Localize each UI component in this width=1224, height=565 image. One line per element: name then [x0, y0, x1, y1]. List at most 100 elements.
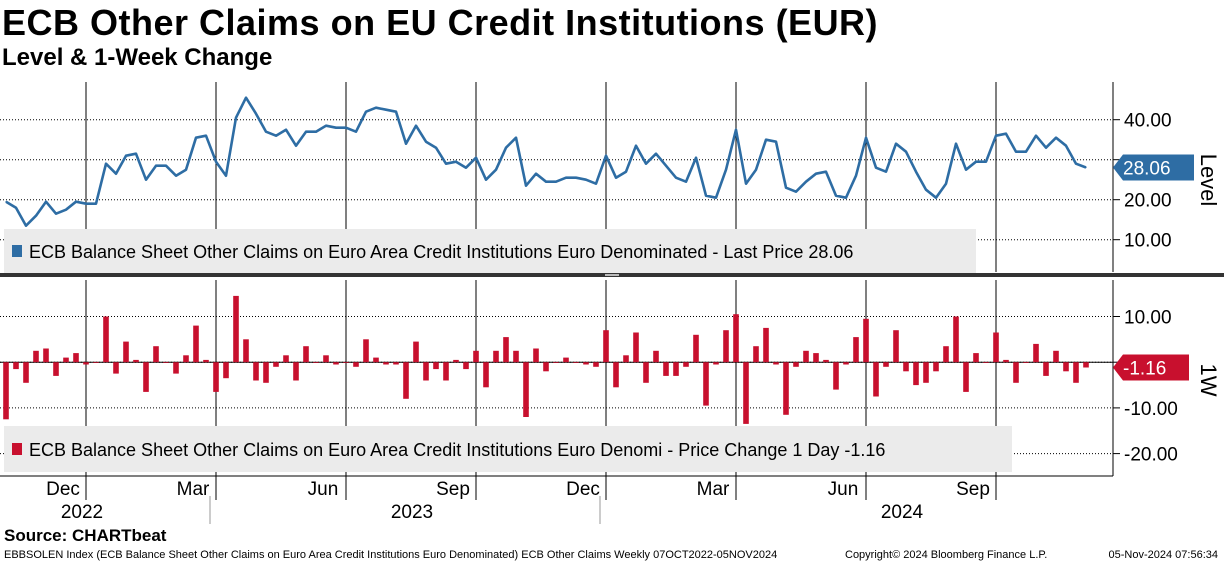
grid-lines	[0, 82, 1113, 476]
change-bar-49	[493, 350, 499, 363]
change-bar-54	[543, 362, 549, 372]
change-bar-56	[563, 357, 569, 363]
level-point-58	[585, 179, 587, 181]
footer-copyright: Copyright© 2024 Bloomberg Finance L.P.	[845, 549, 1048, 561]
level-point-108	[1085, 166, 1087, 169]
level-point-49	[495, 169, 497, 171]
x-month-label-6: Jun	[828, 479, 859, 500]
level-point-103	[1035, 135, 1037, 137]
level-point-52	[525, 185, 527, 187]
change-bar-87	[873, 362, 879, 397]
change-bar-60	[603, 330, 609, 363]
x-year-label-0: 2022	[61, 502, 103, 523]
change-panel: ECB Balance Sheet Other Claims on Euro A…	[3, 295, 1089, 472]
change-bar-64	[643, 362, 649, 383]
level-last-value-badge	[1113, 154, 1194, 181]
level-point-11	[115, 173, 117, 175]
level-point-64	[645, 163, 647, 165]
change-bar-19	[193, 325, 199, 363]
level-point-28	[285, 129, 287, 131]
level-point-91	[915, 171, 917, 173]
level-point-4	[45, 201, 47, 203]
level-point-102	[1025, 151, 1027, 153]
level-point-27	[275, 135, 277, 137]
change-bar-47	[473, 350, 479, 363]
change-bar-0	[3, 362, 9, 420]
level-point-66	[665, 165, 667, 167]
level-point-24	[245, 97, 247, 99]
level-point-21	[215, 161, 217, 163]
source-note: Source: CHARTbeat	[4, 526, 167, 545]
level-point-23	[235, 117, 237, 119]
level-point-40	[405, 143, 407, 145]
change-bar-53	[533, 348, 539, 363]
change-bar-10	[103, 316, 109, 363]
change-bar-37	[373, 357, 379, 363]
change-bar-101	[1013, 362, 1019, 383]
level-point-2	[25, 225, 27, 227]
change-bar-3	[33, 350, 39, 363]
change-bar-51	[513, 350, 519, 363]
change-bar-15	[153, 346, 159, 363]
level-last-value-label: 28.06	[1123, 158, 1171, 179]
level-point-87	[875, 167, 877, 169]
change-bar-107	[1073, 362, 1079, 383]
level-point-45	[455, 161, 457, 163]
level-point-78	[785, 187, 787, 189]
change-bar-7	[73, 353, 79, 363]
level-point-30	[305, 131, 307, 133]
level-point-5	[55, 213, 57, 215]
change-bar-45	[453, 359, 459, 363]
change-bar-23	[233, 295, 239, 363]
level-point-106	[1065, 145, 1067, 147]
level-point-60	[605, 155, 607, 157]
x-month-label-1: Mar	[177, 479, 210, 500]
change-bar-21	[213, 362, 219, 392]
level-point-96	[965, 169, 967, 171]
change-bar-100	[1003, 359, 1009, 363]
change-bar-20	[203, 359, 209, 363]
change-bar-91	[913, 362, 919, 386]
change-bar-36	[363, 339, 369, 363]
level-ytick-label-1: 20.00	[1124, 191, 1172, 212]
level-point-9	[95, 203, 97, 205]
level-point-101	[1015, 151, 1017, 153]
level-point-84	[845, 197, 847, 199]
level-point-37	[375, 107, 377, 109]
change-bar-25	[253, 362, 259, 381]
change-bar-89	[893, 330, 899, 363]
level-point-92	[925, 189, 927, 191]
panel-resize-handle	[605, 274, 619, 276]
x-month-label-5: Mar	[697, 479, 730, 500]
change-bar-62	[623, 355, 629, 363]
chart-title: ECB Other Claims on EU Credit Institutio…	[2, 2, 879, 43]
change-bar-29	[293, 362, 299, 381]
level-point-10	[105, 163, 107, 165]
level-ytick-label-3: 40.00	[1124, 111, 1172, 132]
change-bar-72	[723, 330, 729, 363]
change-bar-61	[613, 362, 619, 388]
change-bar-77	[773, 362, 779, 365]
change-bar-1	[13, 362, 19, 370]
change-bar-31	[313, 362, 319, 363]
change-bar-24	[243, 339, 249, 363]
change-bar-102	[1023, 362, 1029, 363]
level-point-74	[745, 183, 747, 185]
x-year-label-1: 2023	[391, 502, 433, 523]
level-point-25	[255, 113, 257, 115]
axes: 10.00 20.00 40.00 -20.00 -10.00 10.00 28.06 -1.…	[0, 82, 1224, 524]
level-point-77	[775, 141, 777, 143]
level-point-53	[535, 173, 537, 175]
change-bar-75	[753, 346, 759, 363]
level-point-80	[805, 181, 807, 183]
change-bar-70	[703, 362, 709, 406]
level-point-14	[145, 179, 147, 181]
level-point-83	[835, 195, 837, 197]
level-point-41	[415, 125, 417, 127]
level-point-82	[825, 171, 827, 173]
change-bar-5	[53, 362, 59, 376]
level-point-55	[555, 181, 557, 183]
chart-subtitle: Level & 1-Week Change	[2, 44, 273, 71]
x-month-label-2: Jun	[308, 479, 339, 500]
